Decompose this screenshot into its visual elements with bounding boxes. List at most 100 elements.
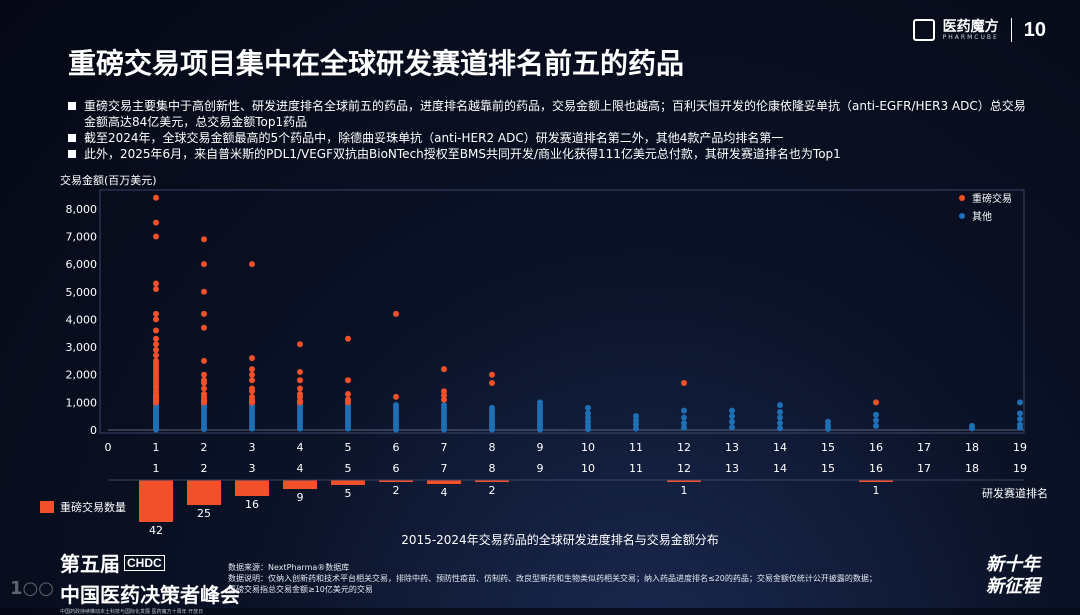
- point-other: [681, 420, 687, 427]
- point-heavy-deal: [393, 393, 399, 400]
- count-category-label: 15: [821, 462, 835, 475]
- bullet-item: 重磅交易主要集中于高创新性、研发进度排名全球前五的药品，进度排名越靠前的药品，交…: [66, 98, 1026, 130]
- point-other: [777, 409, 783, 416]
- count-legend-label: 重磅交易数量: [60, 500, 126, 514]
- point-other: [153, 426, 159, 433]
- count-category-label: 5: [345, 462, 352, 475]
- point-heavy-deal: [345, 377, 351, 384]
- point-heavy-deal: [201, 371, 207, 378]
- point-heavy-deal: [489, 371, 495, 378]
- point-heavy-deal: [345, 399, 351, 406]
- logo-divider: [1010, 18, 1012, 42]
- x-tick-label: 6: [393, 441, 400, 454]
- point-heavy-deal: [153, 316, 159, 323]
- point-heavy-deal: [201, 380, 207, 386]
- point-heavy-deal: [153, 310, 159, 317]
- point-other: [1017, 410, 1023, 417]
- page-title: 重磅交易项目集中在全球研发赛道排名前五的药品: [68, 47, 685, 80]
- slogan-line: 新十年: [986, 554, 1040, 575]
- legend-label: 其他: [972, 210, 992, 223]
- count-bar: [427, 480, 461, 484]
- y-tick-label: 2,000: [66, 369, 98, 382]
- count-category-label: 10: [581, 462, 595, 475]
- point-other: [1017, 415, 1023, 422]
- count-bar: [475, 480, 509, 482]
- y-tick-label: 5,000: [66, 286, 98, 299]
- point-other: [729, 413, 735, 420]
- conference-logo: 第五届 CHDC 中国医药决策者峰会 中国药政持续推动本土科技与国际化发展 医药…: [60, 548, 240, 615]
- y-tick-label: 0: [90, 424, 97, 437]
- count-category-label: 16: [869, 462, 883, 475]
- count-category-label: 12: [677, 462, 691, 475]
- point-heavy-deal: [201, 357, 207, 364]
- anniversary-mark: 10: [1023, 18, 1046, 41]
- count-bar: [139, 480, 173, 522]
- point-other: [969, 425, 975, 432]
- point-other: [825, 425, 831, 432]
- legend-marker: [959, 195, 965, 201]
- data-notes: 数据来源：NextPharma®数据库 数据说明：仅纳入创新药和技术平台相关交易…: [228, 562, 988, 595]
- point-heavy-deal: [297, 368, 303, 375]
- point-other: [585, 414, 591, 421]
- point-heavy-deal: [249, 355, 255, 362]
- point-other: [633, 421, 639, 428]
- count-category-label: 7: [441, 462, 448, 475]
- point-heavy-deal: [249, 366, 255, 373]
- point-other: [585, 418, 591, 425]
- point-other: [825, 418, 831, 425]
- x-tick-label: 19: [1013, 441, 1027, 454]
- point-heavy-deal: [297, 385, 303, 392]
- point-other: [585, 404, 591, 411]
- legend-label: 重磅交易: [972, 192, 1012, 205]
- point-other: [393, 426, 399, 433]
- point-other: [585, 426, 591, 433]
- point-other: [729, 418, 735, 425]
- x-tick-label: 16: [869, 441, 883, 454]
- count-bar: [667, 480, 701, 482]
- point-heavy-deal: [441, 388, 447, 395]
- point-other: [297, 425, 303, 432]
- x-tick-label: 7: [441, 441, 448, 454]
- x-tick-label: 9: [537, 441, 544, 454]
- point-heavy-deal: [873, 399, 879, 406]
- x-tick-label: 12: [677, 441, 691, 454]
- x-tick-label: 8: [489, 441, 496, 454]
- count-bar: [235, 480, 269, 496]
- x-tick-label: 3: [249, 441, 256, 454]
- point-heavy-deal: [345, 391, 351, 398]
- point-heavy-deal: [201, 261, 207, 268]
- x-tick-label: 0: [105, 441, 112, 454]
- point-other: [729, 424, 735, 431]
- point-other: [777, 414, 783, 421]
- count-category-label: 1: [153, 462, 160, 475]
- x-tick-label: 2: [201, 441, 208, 454]
- conference-abbr: CHDC: [124, 554, 165, 571]
- count-category-label: 9: [537, 462, 544, 475]
- y-axis-label: 交易金额(百万美元): [60, 173, 157, 187]
- count-data-label: 5: [345, 487, 352, 500]
- x-tick-label: 18: [965, 441, 979, 454]
- count-category-label: 2: [201, 462, 208, 475]
- point-other: [345, 425, 351, 432]
- point-other: [873, 422, 879, 429]
- point-other: [873, 417, 879, 424]
- bullet-item: 此外，2025年6月，来自普米斯的PDL1/VEGF双抗由BioNTech授权至…: [66, 146, 1026, 162]
- chart-title: 2015-2024年交易药品的全球研发进度排名与交易金额分布: [401, 532, 718, 547]
- count-bar: [331, 480, 365, 485]
- count-data-label: 9: [297, 491, 304, 504]
- point-other: [1017, 424, 1023, 431]
- cube-icon: [912, 19, 935, 41]
- x-tick-label: 10: [581, 441, 595, 454]
- x-tick-label: 1: [153, 441, 160, 454]
- count-data-label: 42: [149, 524, 163, 537]
- point-other: [681, 424, 687, 431]
- count-data-label: 2: [489, 484, 496, 497]
- point-heavy-deal: [153, 335, 159, 342]
- x-tick-label: 11: [629, 441, 643, 454]
- brand-name-en: PHARMCUBE: [942, 33, 999, 41]
- point-heavy-deal: [249, 261, 255, 268]
- point-heavy-deal: [201, 310, 207, 317]
- brand-logo: 医药魔方 PHARMCUBE 10: [912, 18, 1046, 42]
- count-legend-marker: [40, 501, 54, 513]
- conference-edition: 第五届: [60, 552, 120, 576]
